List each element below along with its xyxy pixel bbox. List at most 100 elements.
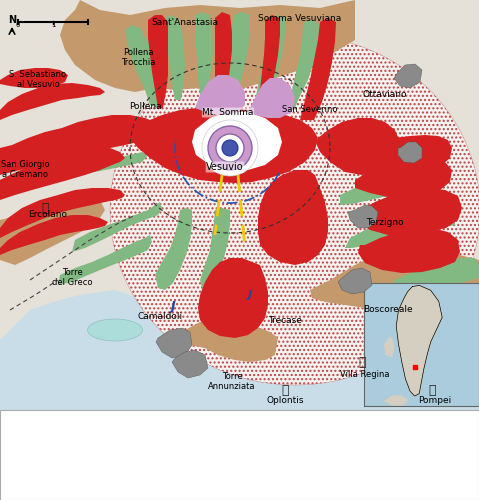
Polygon shape — [155, 208, 192, 290]
Circle shape — [222, 140, 238, 156]
Polygon shape — [0, 215, 108, 255]
Polygon shape — [0, 68, 68, 88]
Polygon shape — [310, 248, 479, 310]
Polygon shape — [0, 188, 125, 238]
Text: ⛩: ⛩ — [428, 384, 436, 396]
Polygon shape — [258, 15, 280, 110]
Text: Phase 4, fallout deposits: Phase 4, fallout deposits — [385, 486, 479, 496]
Text: Vesuvio: Vesuvio — [206, 162, 244, 172]
Ellipse shape — [195, 331, 235, 349]
Text: Quarry/dump: Quarry/dump — [30, 422, 86, 430]
Text: Sant'Anastasia: Sant'Anastasia — [151, 18, 218, 27]
Polygon shape — [200, 208, 230, 292]
Text: San Giorgio
a Cremano: San Giorgio a Cremano — [0, 160, 49, 180]
Text: 1: 1 — [51, 22, 55, 28]
Text: Terzigno: Terzigno — [366, 218, 404, 227]
Text: Somma Vesuviana: Somma Vesuviana — [258, 14, 342, 23]
Polygon shape — [164, 15, 185, 100]
Text: Villa Regina: Villa Regina — [340, 370, 390, 379]
Text: Torre
Annunziata: Torre Annunziata — [208, 372, 256, 392]
Circle shape — [202, 120, 258, 176]
Bar — [360, 483, 382, 499]
Circle shape — [216, 134, 244, 162]
Polygon shape — [348, 205, 378, 228]
Text: Mt. Somma: Mt. Somma — [202, 108, 254, 117]
Polygon shape — [0, 155, 105, 265]
Bar — [98, 483, 120, 499]
Text: J: J — [170, 300, 175, 313]
Circle shape — [208, 126, 252, 170]
Text: ⛩: ⛩ — [281, 384, 289, 396]
Polygon shape — [110, 35, 479, 385]
Text: 0: 0 — [16, 22, 20, 28]
Polygon shape — [356, 188, 462, 235]
Polygon shape — [0, 0, 479, 410]
Text: Phase 4: Phase 4 — [303, 486, 333, 496]
Ellipse shape — [173, 460, 201, 479]
Polygon shape — [195, 12, 213, 95]
Text: Torre
del Greco: Torre del Greco — [52, 268, 92, 287]
Polygon shape — [398, 142, 422, 163]
Polygon shape — [248, 78, 295, 118]
Polygon shape — [130, 107, 318, 183]
Polygon shape — [215, 12, 232, 107]
Text: N: N — [8, 15, 16, 25]
Text: Trecase: Trecase — [268, 316, 302, 325]
Polygon shape — [195, 75, 245, 115]
Text: ⛩: ⛩ — [5, 442, 12, 454]
Text: Phase 1: Phase 1 — [30, 486, 60, 496]
Bar — [278, 483, 300, 499]
Text: ⛩: ⛩ — [358, 356, 366, 370]
Polygon shape — [58, 235, 152, 285]
Text: Archaeological site: Archaeological site — [30, 444, 110, 452]
Polygon shape — [394, 64, 422, 88]
Polygon shape — [390, 258, 479, 292]
Polygon shape — [60, 0, 355, 92]
Text: 2 Km: 2 Km — [79, 22, 97, 28]
Polygon shape — [258, 170, 328, 265]
Text: Fault: Fault — [201, 444, 221, 452]
Text: Pompei: Pompei — [418, 396, 452, 405]
Text: ⛩: ⛩ — [41, 202, 49, 214]
Polygon shape — [170, 318, 278, 362]
Text: J: J — [248, 290, 252, 300]
Polygon shape — [345, 208, 455, 248]
Ellipse shape — [88, 319, 142, 341]
Polygon shape — [255, 15, 286, 104]
Polygon shape — [0, 115, 162, 175]
Text: Ercolano: Ercolano — [28, 210, 68, 219]
Polygon shape — [225, 12, 250, 100]
Text: Camaldoli: Camaldoli — [137, 312, 182, 321]
Polygon shape — [0, 148, 125, 200]
Polygon shape — [288, 20, 320, 110]
Text: Boscoreale: Boscoreale — [363, 305, 413, 314]
Text: Caldera rim, buried (a): Caldera rim, buried (a) — [30, 486, 126, 496]
Polygon shape — [358, 228, 460, 273]
Bar — [5, 418, 27, 434]
Polygon shape — [355, 158, 452, 198]
Polygon shape — [0, 290, 479, 410]
Polygon shape — [316, 118, 400, 175]
Polygon shape — [350, 135, 452, 172]
Polygon shape — [300, 18, 336, 120]
Text: Ottaviano: Ottaviano — [363, 90, 407, 99]
Bar — [190, 483, 212, 499]
Text: San Severino: San Severino — [282, 105, 338, 114]
Polygon shape — [172, 350, 208, 378]
Text: Pollena
Trocchia: Pollena Trocchia — [121, 48, 155, 68]
Text: S. Sebastiano
al Vesuvio: S. Sebastiano al Vesuvio — [10, 70, 67, 89]
Polygon shape — [0, 83, 105, 120]
Text: Oplontis: Oplontis — [266, 396, 304, 405]
Text: Eruptive fracture: Eruptive fracture — [201, 422, 273, 430]
Polygon shape — [340, 170, 448, 205]
Text: Phase 3: Phase 3 — [215, 486, 245, 496]
Polygon shape — [198, 258, 268, 338]
Bar — [5, 483, 27, 499]
Polygon shape — [125, 25, 162, 108]
Polygon shape — [156, 328, 192, 358]
Polygon shape — [0, 152, 148, 188]
Polygon shape — [338, 268, 372, 294]
Text: Phase 2: Phase 2 — [123, 486, 153, 496]
Polygon shape — [148, 15, 168, 108]
Text: Pollena: Pollena — [129, 102, 161, 111]
